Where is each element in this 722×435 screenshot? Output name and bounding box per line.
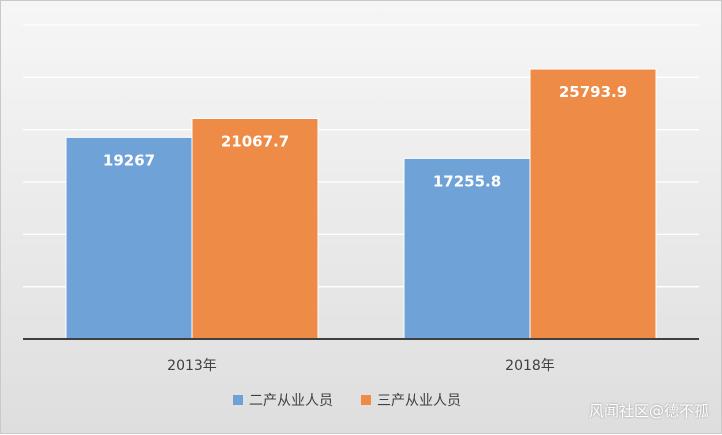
x-tick-label: 2018年 xyxy=(505,358,555,374)
watermark: 风闻社区@德不孤 xyxy=(588,402,709,420)
data-label: 21067.7 xyxy=(221,132,289,150)
data-label: 19267 xyxy=(103,151,155,169)
legend-label: 二产从业人员 xyxy=(249,393,333,409)
bar-tertiary-industry-1 xyxy=(529,68,657,340)
legend-swatch xyxy=(361,395,371,405)
bar-tertiary-industry-0 xyxy=(191,117,319,340)
legend-swatch xyxy=(233,395,243,405)
data-label: 17255.8 xyxy=(433,172,501,190)
x-tick-label: 2013年 xyxy=(167,358,217,374)
legend-label: 三产从业人员 xyxy=(377,393,461,409)
data-label: 25793.9 xyxy=(559,83,627,101)
